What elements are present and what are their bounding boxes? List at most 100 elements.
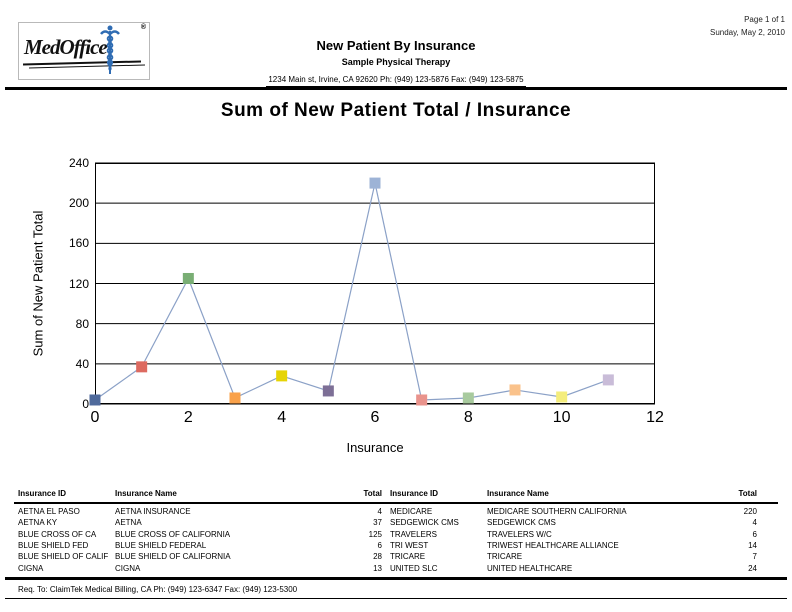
data-point-marker <box>369 177 381 189</box>
y-tick-label: 40 <box>75 356 89 371</box>
cell-total: 220 <box>743 507 757 517</box>
cell-insurance-name: BLUE SHIELD FEDERAL <box>115 541 207 551</box>
table-header-row: Insurance ID Insurance Name Total <box>390 489 757 502</box>
y-tick-label: 240 <box>68 156 89 170</box>
report-title: New Patient By Insurance <box>316 38 476 53</box>
table-row: TRICARE TRICARE 7 <box>390 551 757 562</box>
cell-insurance-id: TRAVELERS <box>390 529 437 539</box>
practice-name: Sample Physical Therapy <box>341 57 451 67</box>
x-axis-label: Insurance <box>346 440 404 455</box>
cell-total: 4 <box>752 518 757 528</box>
data-point-marker <box>276 370 288 382</box>
x-tick-label: 2 <box>183 409 193 426</box>
table-row: UNITED SLC UNITED HEALTHCARE 24 <box>390 562 757 573</box>
cell-insurance-name: BLUE CROSS OF CALIFORNIA <box>115 529 231 539</box>
data-point-marker <box>229 392 241 404</box>
y-axis-label: Sum of New Patient Total <box>30 210 46 357</box>
cell-insurance-id: AETNA KY <box>18 518 58 528</box>
table-row: TRAVELERS TRAVELERS W/C 6 <box>390 529 757 540</box>
practice-address: 1234 Main st, Irvine, CA 92620 Ph: (949)… <box>266 75 526 87</box>
report-date: Sunday, May 2, 2010 <box>709 28 785 37</box>
y-tick-label: 80 <box>75 316 89 331</box>
cell-total: 28 <box>373 552 382 562</box>
table-row: AETNA KY AETNA 37 <box>18 517 382 528</box>
col-header-total: Total <box>363 489 382 498</box>
data-point-marker <box>556 391 568 403</box>
plot-frame <box>95 163 655 404</box>
practice-address-row: 1234 Main st, Irvine, CA 92620 Ph: (949)… <box>0 69 792 87</box>
page-meta: Page 1 of 1 Sunday, May 2, 2010 <box>710 13 785 39</box>
data-point-marker <box>89 394 101 406</box>
table-row: CIGNA CIGNA 13 <box>18 562 382 573</box>
data-point-marker <box>462 392 474 404</box>
x-tick-label: 6 <box>370 409 380 426</box>
data-point-marker <box>416 394 428 406</box>
cell-insurance-name: UNITED HEALTHCARE <box>487 563 573 573</box>
table-row: BLUE CROSS OF CA BLUE CROSS OF CALIFORNIA… <box>18 529 382 540</box>
cell-total: 6 <box>377 541 382 551</box>
data-point-marker <box>322 385 334 397</box>
cell-insurance-id: TRICARE <box>390 552 426 562</box>
footer-text: Req. To: ClaimTek Medical Billing, CA Ph… <box>18 585 298 594</box>
table-row: TRI WEST TRIWEST HEALTHCARE ALLIANCE 14 <box>390 540 757 551</box>
col-header-insurance-name: Insurance Name <box>115 489 177 498</box>
col-header-total: Total <box>738 489 757 498</box>
table-bottom-divider <box>5 577 787 580</box>
y-tick-label: 0 <box>82 397 89 411</box>
cell-total: 24 <box>748 563 757 573</box>
table-row: BLUE SHIELD OF CALIF BLUE SHIELD OF CALIF… <box>18 551 382 562</box>
cell-total: 13 <box>373 563 382 573</box>
y-tick-label: 160 <box>68 236 89 251</box>
data-point-marker <box>136 361 148 373</box>
cell-total: 4 <box>377 507 382 517</box>
table-body: MEDICARE MEDICARE SOUTHERN CALIFORNIA 220 S… <box>390 502 757 574</box>
table-body: AETNA EL PASO AETNA INSURANCE 4 AETNA KY AET… <box>18 502 382 574</box>
table-header-divider <box>14 502 778 504</box>
y-tick-label: 200 <box>68 196 89 211</box>
cell-insurance-id: AETNA EL PASO <box>18 507 80 517</box>
header-divider <box>5 87 787 90</box>
cell-insurance-id: SEDGEWICK CMS <box>390 518 459 528</box>
insurance-table-left: Insurance ID Insurance Name Total AETNA … <box>18 489 382 574</box>
cell-total: 6 <box>752 529 757 539</box>
insurance-table-right: Insurance ID Insurance Name Total MEDICA… <box>390 489 757 574</box>
cell-insurance-name: BLUE SHIELD OF CALIFORNIA <box>115 552 231 562</box>
x-tick-label: 12 <box>646 409 664 426</box>
registered-trademark: ® <box>140 24 146 31</box>
data-point-marker <box>509 384 521 396</box>
table-row: MEDICARE MEDICARE SOUTHERN CALIFORNIA 220 <box>390 506 757 517</box>
cell-total: 14 <box>748 541 757 551</box>
y-tick-label: 120 <box>68 276 89 291</box>
cell-insurance-id: CIGNA <box>18 563 44 573</box>
cell-insurance-id: BLUE CROSS OF CA <box>18 529 97 539</box>
x-tick-label: 8 <box>463 409 473 426</box>
cell-insurance-name: AETNA <box>115 518 142 528</box>
logo-text: MedOffice <box>24 35 108 59</box>
x-tick-label: 0 <box>90 409 100 426</box>
medoffice-logo: MedOffice ® <box>18 22 150 80</box>
chart-title: Sum of New Patient Total / Insurance <box>220 100 572 121</box>
caduceus-icon <box>99 24 121 83</box>
line-chart-plot <box>89 162 655 406</box>
table-row: BLUE SHIELD FED BLUE SHIELD FEDERAL 6 <box>18 540 382 551</box>
cell-insurance-name: AETNA INSURANCE <box>115 507 191 517</box>
table-row: AETNA EL PASO AETNA INSURANCE 4 <box>18 506 382 517</box>
cell-total: 37 <box>373 518 382 528</box>
cell-insurance-name: TRICARE <box>487 552 523 562</box>
cell-insurance-id: UNITED SLC <box>390 563 438 573</box>
x-tick-label: 4 <box>277 409 287 426</box>
data-line <box>94 182 609 401</box>
cell-insurance-name: TRIWEST HEALTHCARE ALLIANCE <box>487 541 619 551</box>
cell-total: 125 <box>368 529 382 539</box>
cell-insurance-id: MEDICARE <box>390 507 433 517</box>
col-header-insurance-id: Insurance ID <box>390 489 439 498</box>
x-tick-label: 10 <box>552 409 571 426</box>
cell-insurance-name: SEDGEWICK CMS <box>487 518 556 528</box>
cell-insurance-name: CIGNA <box>115 563 141 573</box>
cell-total: 7 <box>752 552 757 562</box>
data-point-marker <box>602 374 614 386</box>
page-number: Page 1 of 1 <box>744 15 785 24</box>
cell-insurance-id: TRI WEST <box>390 541 429 551</box>
table-header-row: Insurance ID Insurance Name Total <box>18 489 382 502</box>
